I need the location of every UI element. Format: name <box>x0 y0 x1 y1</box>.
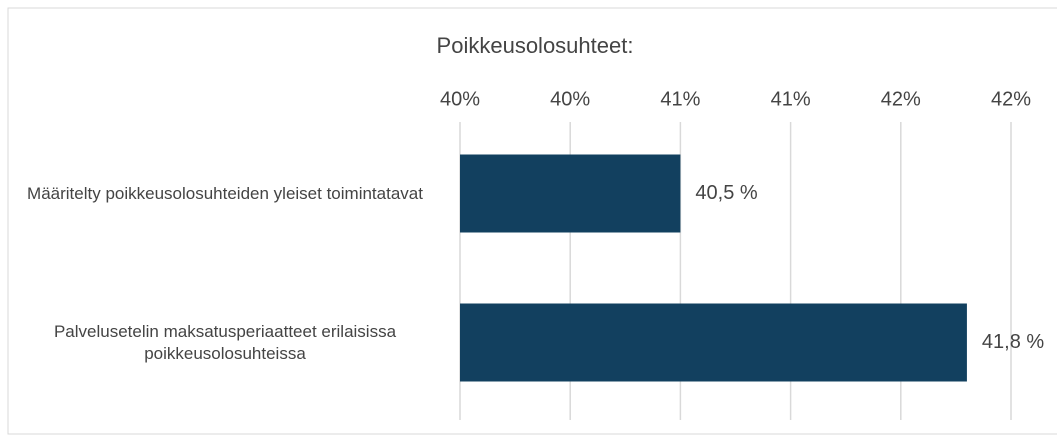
chart-title: Poikkeusolosuhteet: <box>437 33 634 58</box>
frame <box>7 7 1057 435</box>
value-label: 40,5 % <box>695 182 757 204</box>
bar <box>460 154 681 233</box>
value-label: 41,8 % <box>982 331 1044 353</box>
bar <box>460 303 967 382</box>
y-tick-label: Määritelty poikkeusolosuhteiden yleiset … <box>27 183 423 203</box>
x-tick-label: 40% <box>440 88 480 110</box>
x-tick-label: 40% <box>550 88 590 110</box>
x-tick-label: 42% <box>991 88 1031 110</box>
x-tick-label: 42% <box>881 88 921 110</box>
y-tick-label: Palvelusetelin maksatusperiaatteet erila… <box>53 321 397 363</box>
x-tick-label: 41% <box>771 88 811 110</box>
x-tick-label: 41% <box>660 88 700 110</box>
